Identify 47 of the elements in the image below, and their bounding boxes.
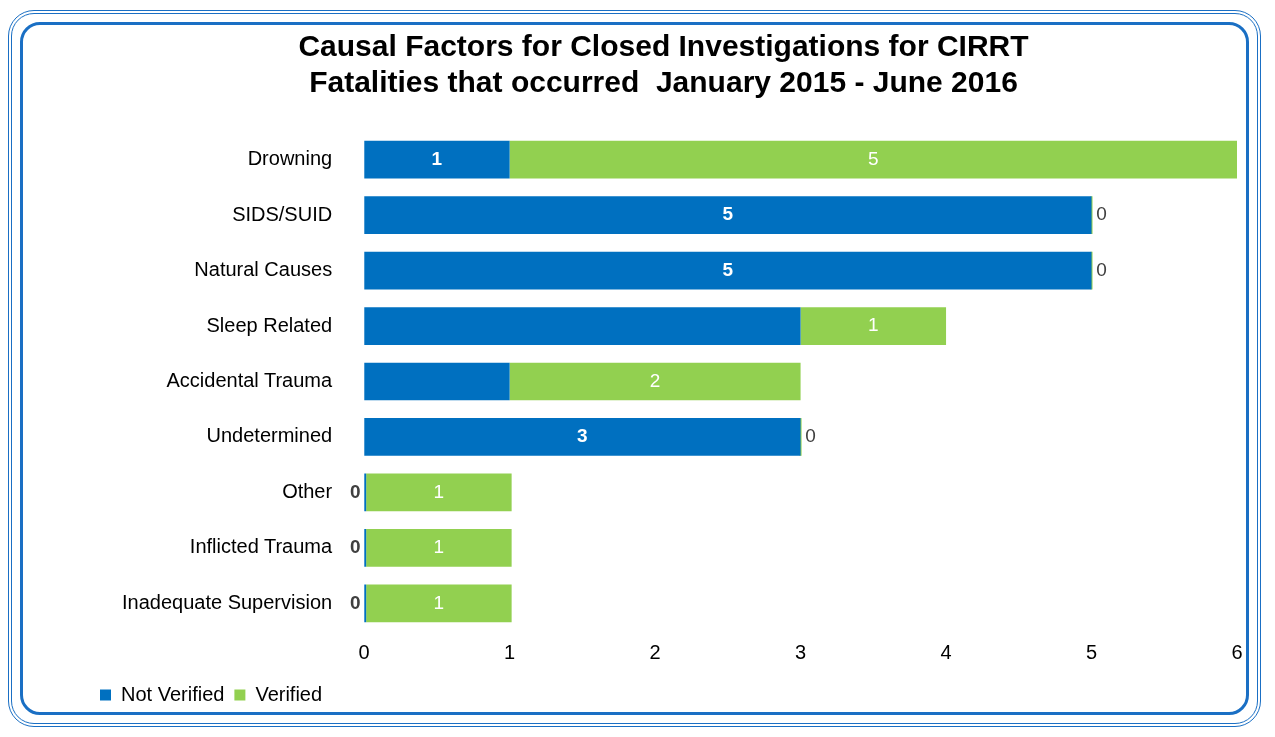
bar: [509, 362, 801, 401]
x-tick-label: 5: [1085, 640, 1098, 663]
x-tick-label: 6: [1231, 640, 1243, 663]
y-tick-label: Inadequate Supervision: [122, 590, 333, 613]
data-label: 5: [722, 258, 734, 280]
x-tick-label: 4: [940, 640, 952, 663]
y-tick-label: Natural Causes: [194, 258, 333, 281]
y-tick-label: Sleep Related: [206, 313, 333, 336]
data-label: 0: [1096, 258, 1107, 280]
y-tick-label: Accidental Trauma: [166, 369, 334, 392]
y-tick-label: Drowning: [247, 147, 333, 170]
data-label: 1: [433, 536, 445, 558]
x-tick-label: 0: [358, 640, 370, 663]
y-tick-label: SIDS/SUID: [232, 202, 333, 225]
data-label: 1: [433, 591, 445, 613]
legend-label: Not Verified: [121, 682, 225, 705]
bar: [364, 140, 510, 179]
bar: [366, 528, 512, 567]
y-tick-label: Inflicted Trauma: [189, 535, 334, 558]
data-label: 1: [868, 314, 879, 336]
y-tick-label: Undetermined: [206, 424, 333, 447]
data-label: 0: [349, 591, 361, 613]
bar: [364, 196, 1092, 235]
bar: [364, 362, 510, 401]
data-label: 0: [805, 425, 816, 447]
data-label: 2: [649, 369, 661, 391]
y-tick-label: Other: [282, 479, 333, 502]
data-label: 1: [431, 147, 443, 169]
bar: [364, 251, 1092, 290]
data-label: 0: [349, 480, 361, 502]
bar: [366, 473, 512, 512]
bar: [364, 418, 801, 456]
bar: [366, 584, 512, 623]
data-label: 0: [1096, 203, 1107, 225]
data-label: 3: [577, 425, 588, 447]
data-label: 5: [868, 147, 879, 169]
x-tick-label: 1: [504, 640, 516, 663]
data-label: 1: [433, 480, 445, 502]
chart-title: Causal Factors for Closed Investigations for CIRRT Fatalities that occurred January 2015 - June 2016: [298, 29, 1029, 99]
x-tick-label: 2: [649, 640, 661, 663]
bar: [800, 307, 947, 345]
bar: [364, 307, 801, 345]
bar: [509, 140, 1237, 179]
legend-label: Verified: [255, 682, 323, 705]
data-label: 5: [722, 203, 734, 225]
data-label: 0: [349, 536, 361, 558]
x-tick-label: 3: [795, 640, 807, 663]
